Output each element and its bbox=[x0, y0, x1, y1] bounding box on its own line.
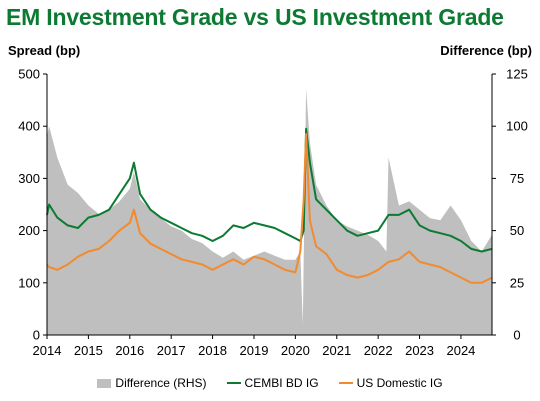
x-tick-label: 2019 bbox=[240, 343, 269, 358]
x-tick-label: 2016 bbox=[115, 343, 144, 358]
left-tick-label: 300 bbox=[18, 171, 40, 186]
series-area-difference-rhs bbox=[47, 88, 492, 335]
right-tick-label: 50 bbox=[510, 223, 524, 238]
series-layer bbox=[46, 88, 493, 335]
right-tick-label: 0 bbox=[513, 328, 520, 343]
right-tick-label: 25 bbox=[510, 275, 524, 290]
x-tick-label: 2021 bbox=[322, 343, 351, 358]
legend-item-cembi: CEMBI BD IG bbox=[226, 376, 319, 390]
x-tick-label: 2015 bbox=[74, 343, 103, 358]
right-axis-title: Difference (bp) bbox=[440, 43, 532, 58]
right-tick-label: 75 bbox=[510, 171, 524, 186]
legend-item-difference: Difference (RHS) bbox=[97, 376, 207, 390]
x-tick-label: 2014 bbox=[33, 343, 62, 358]
x-tick-label: 2018 bbox=[198, 343, 227, 358]
legend-swatch-cembi bbox=[226, 382, 241, 384]
left-tick-label: 100 bbox=[18, 275, 40, 290]
x-tick-label: 2023 bbox=[405, 343, 434, 358]
legend: Difference (RHS) CEMBI BD IG US Domestic… bbox=[0, 376, 540, 390]
legend-swatch-us-ig bbox=[338, 382, 353, 384]
right-tick-label: 100 bbox=[506, 119, 528, 134]
legend-label-cembi: CEMBI BD IG bbox=[244, 376, 319, 390]
legend-label-difference: Difference (RHS) bbox=[115, 376, 207, 390]
x-tick-label: 2017 bbox=[157, 343, 186, 358]
chart-title: EM Investment Grade vs US Investment Gra… bbox=[6, 4, 504, 30]
left-tick-label: 200 bbox=[18, 223, 40, 238]
x-tick-label: 2024 bbox=[446, 343, 475, 358]
series-line-cembi-bd-ig bbox=[46, 127, 493, 253]
right-tick-label: 125 bbox=[506, 67, 528, 82]
legend-item-us-ig: US Domestic IG bbox=[338, 376, 443, 390]
left-axis-title: Spread (bp) bbox=[8, 43, 81, 58]
series-line-us-domestic-ig bbox=[46, 133, 493, 284]
legend-label-us-ig: US Domestic IG bbox=[356, 376, 443, 390]
left-tick-label: 400 bbox=[18, 119, 40, 134]
legend-swatch-difference bbox=[97, 378, 112, 388]
x-tick-label: 2022 bbox=[364, 343, 393, 358]
x-tick-label: 2020 bbox=[281, 343, 310, 358]
left-tick-label: 0 bbox=[33, 328, 40, 343]
left-tick-label: 500 bbox=[18, 67, 40, 82]
axis-layer: 0 100 200 300 400 500 0 25 50 75 100 125 2014 2015 201… bbox=[18, 67, 528, 359]
